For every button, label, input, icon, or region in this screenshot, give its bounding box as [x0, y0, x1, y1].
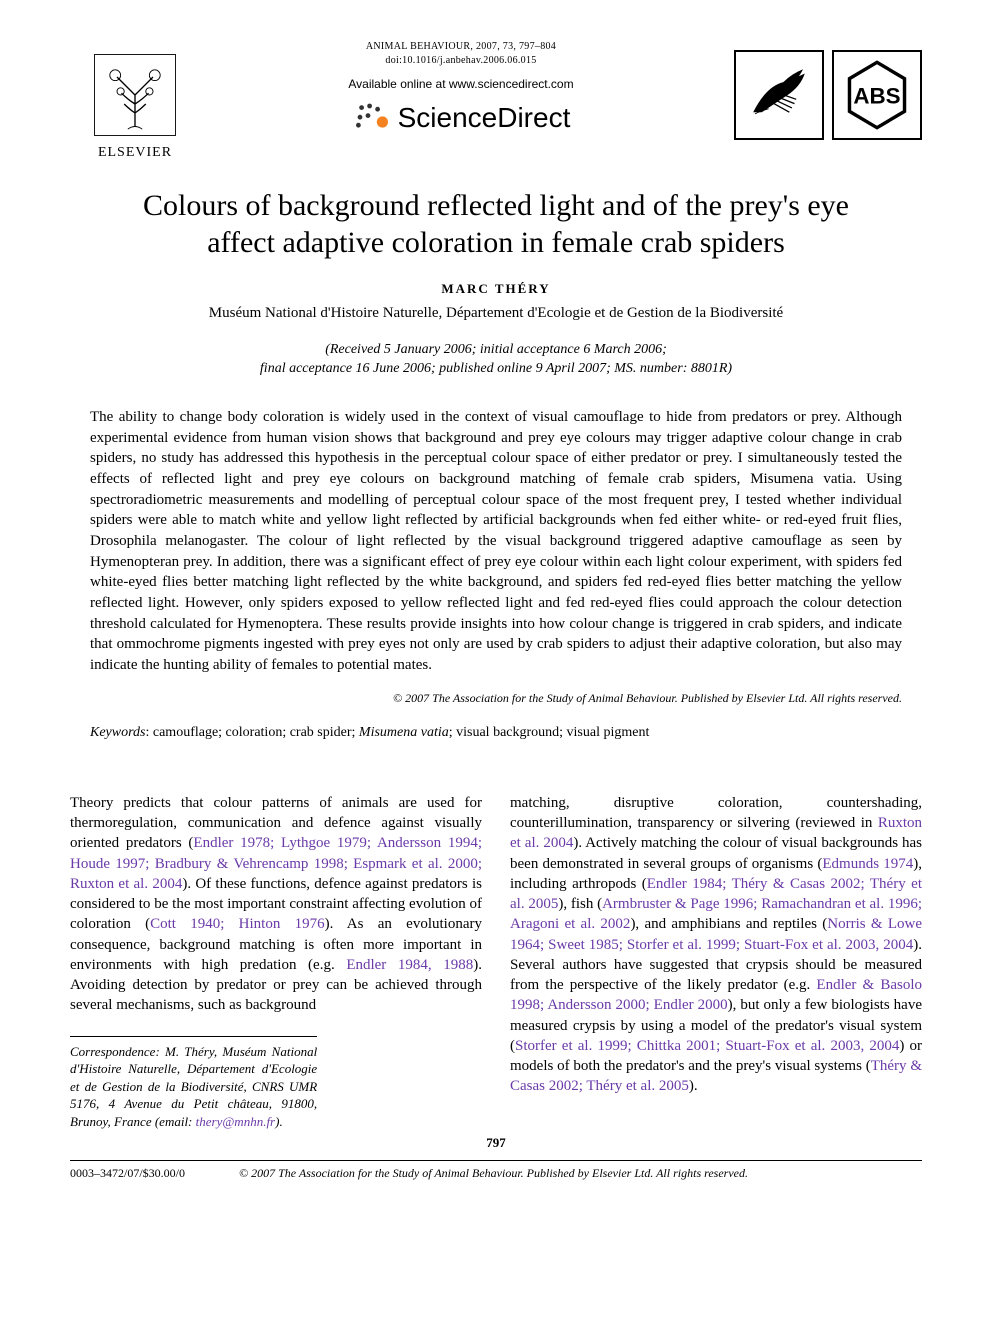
elsevier-tree-logo — [90, 50, 180, 140]
svg-text:ABS: ABS — [853, 84, 900, 109]
sciencedirect-wordmark: ScienceDirect — [398, 99, 571, 137]
abstract-copyright: © 2007 The Association for the Study of … — [90, 690, 902, 706]
author-affiliation: Muséum National d'Histoire Naturelle, Dé… — [70, 303, 922, 323]
correspondence-tail: ). — [275, 1114, 283, 1129]
citation-link[interactable]: Edmunds 1974 — [822, 856, 913, 872]
keywords-species: Misumena vatia — [359, 725, 449, 740]
author-email-link[interactable]: thery@mnhn.fr — [196, 1114, 275, 1129]
sciencedirect-dots-icon — [352, 98, 392, 138]
journal-citation: ANIMAL BEHAVIOUR, 2007, 73, 797–804 — [210, 40, 712, 54]
body-text: ). — [689, 1078, 698, 1094]
page-header: ELSEVIER ANIMAL BEHAVIOUR, 2007, 73, 797… — [70, 40, 922, 163]
page-number: 797 — [70, 1134, 922, 1152]
society-logos: ABS — [722, 40, 922, 140]
manuscript-dates: (Received 5 January 2006; initial accept… — [70, 340, 922, 379]
body-text: ), and amphibians and reptiles ( — [630, 916, 827, 932]
body-two-column: Theory predicts that colour patterns of … — [70, 793, 922, 1130]
publisher-block: ELSEVIER — [70, 40, 200, 163]
header-center-block: ANIMAL BEHAVIOUR, 2007, 73, 797–804 doi:… — [200, 40, 722, 138]
keywords-list-b: ; visual background; visual pigment — [449, 725, 650, 740]
asab-bird-logo — [734, 50, 824, 140]
body-paragraph-1: Theory predicts that colour patterns of … — [70, 793, 482, 1016]
abstract-text: The ability to change body coloration is… — [90, 407, 902, 676]
citation-link[interactable]: Endler 1984, 1988 — [346, 957, 473, 973]
body-text: matching, disruptive coloration, counter… — [510, 795, 922, 831]
left-column: Theory predicts that colour patterns of … — [70, 793, 482, 1130]
sciencedirect-logo-block: ScienceDirect — [210, 98, 712, 138]
correspondence-footnote: Correspondence: M. Théry, Muséum Nationa… — [70, 1036, 317, 1131]
right-column: matching, disruptive coloration, counter… — [510, 793, 922, 1130]
publisher-name: ELSEVIER — [98, 144, 172, 163]
author-name: MARC THÉRY — [70, 280, 922, 298]
citation-link[interactable]: Cott 1940; Hinton 1976 — [150, 916, 325, 932]
footer-copyright: © 2007 The Association for the Study of … — [185, 1165, 802, 1181]
body-paragraph-2: matching, disruptive coloration, counter… — [510, 793, 922, 1097]
keywords-label: Keywords — [90, 725, 145, 740]
footer-left-code: 0003–3472/07/$30.00/0 — [70, 1165, 185, 1181]
keywords-list-a: : camouflage; coloration; crab spider; — [145, 725, 358, 740]
abs-hex-logo: ABS — [832, 50, 922, 140]
doi-line: doi:10.1016/j.anbehav.2006.06.015 — [210, 54, 712, 68]
available-online-text: Available online at www.sciencedirect.co… — [210, 76, 712, 92]
keywords-block: Keywords: camouflage; coloration; crab s… — [90, 724, 902, 743]
article-title: Colours of background reflected light an… — [110, 187, 882, 262]
citation-link[interactable]: Storfer et al. 1999; Chittka 2001; Stuar… — [515, 1038, 899, 1054]
dates-line-1: (Received 5 January 2006; initial accept… — [70, 340, 922, 360]
body-text: ), fish ( — [558, 896, 602, 912]
dates-line-2: final acceptance 16 June 2006; published… — [70, 359, 922, 379]
page-footer: 0003–3472/07/$30.00/0 © 2007 The Associa… — [70, 1160, 922, 1181]
